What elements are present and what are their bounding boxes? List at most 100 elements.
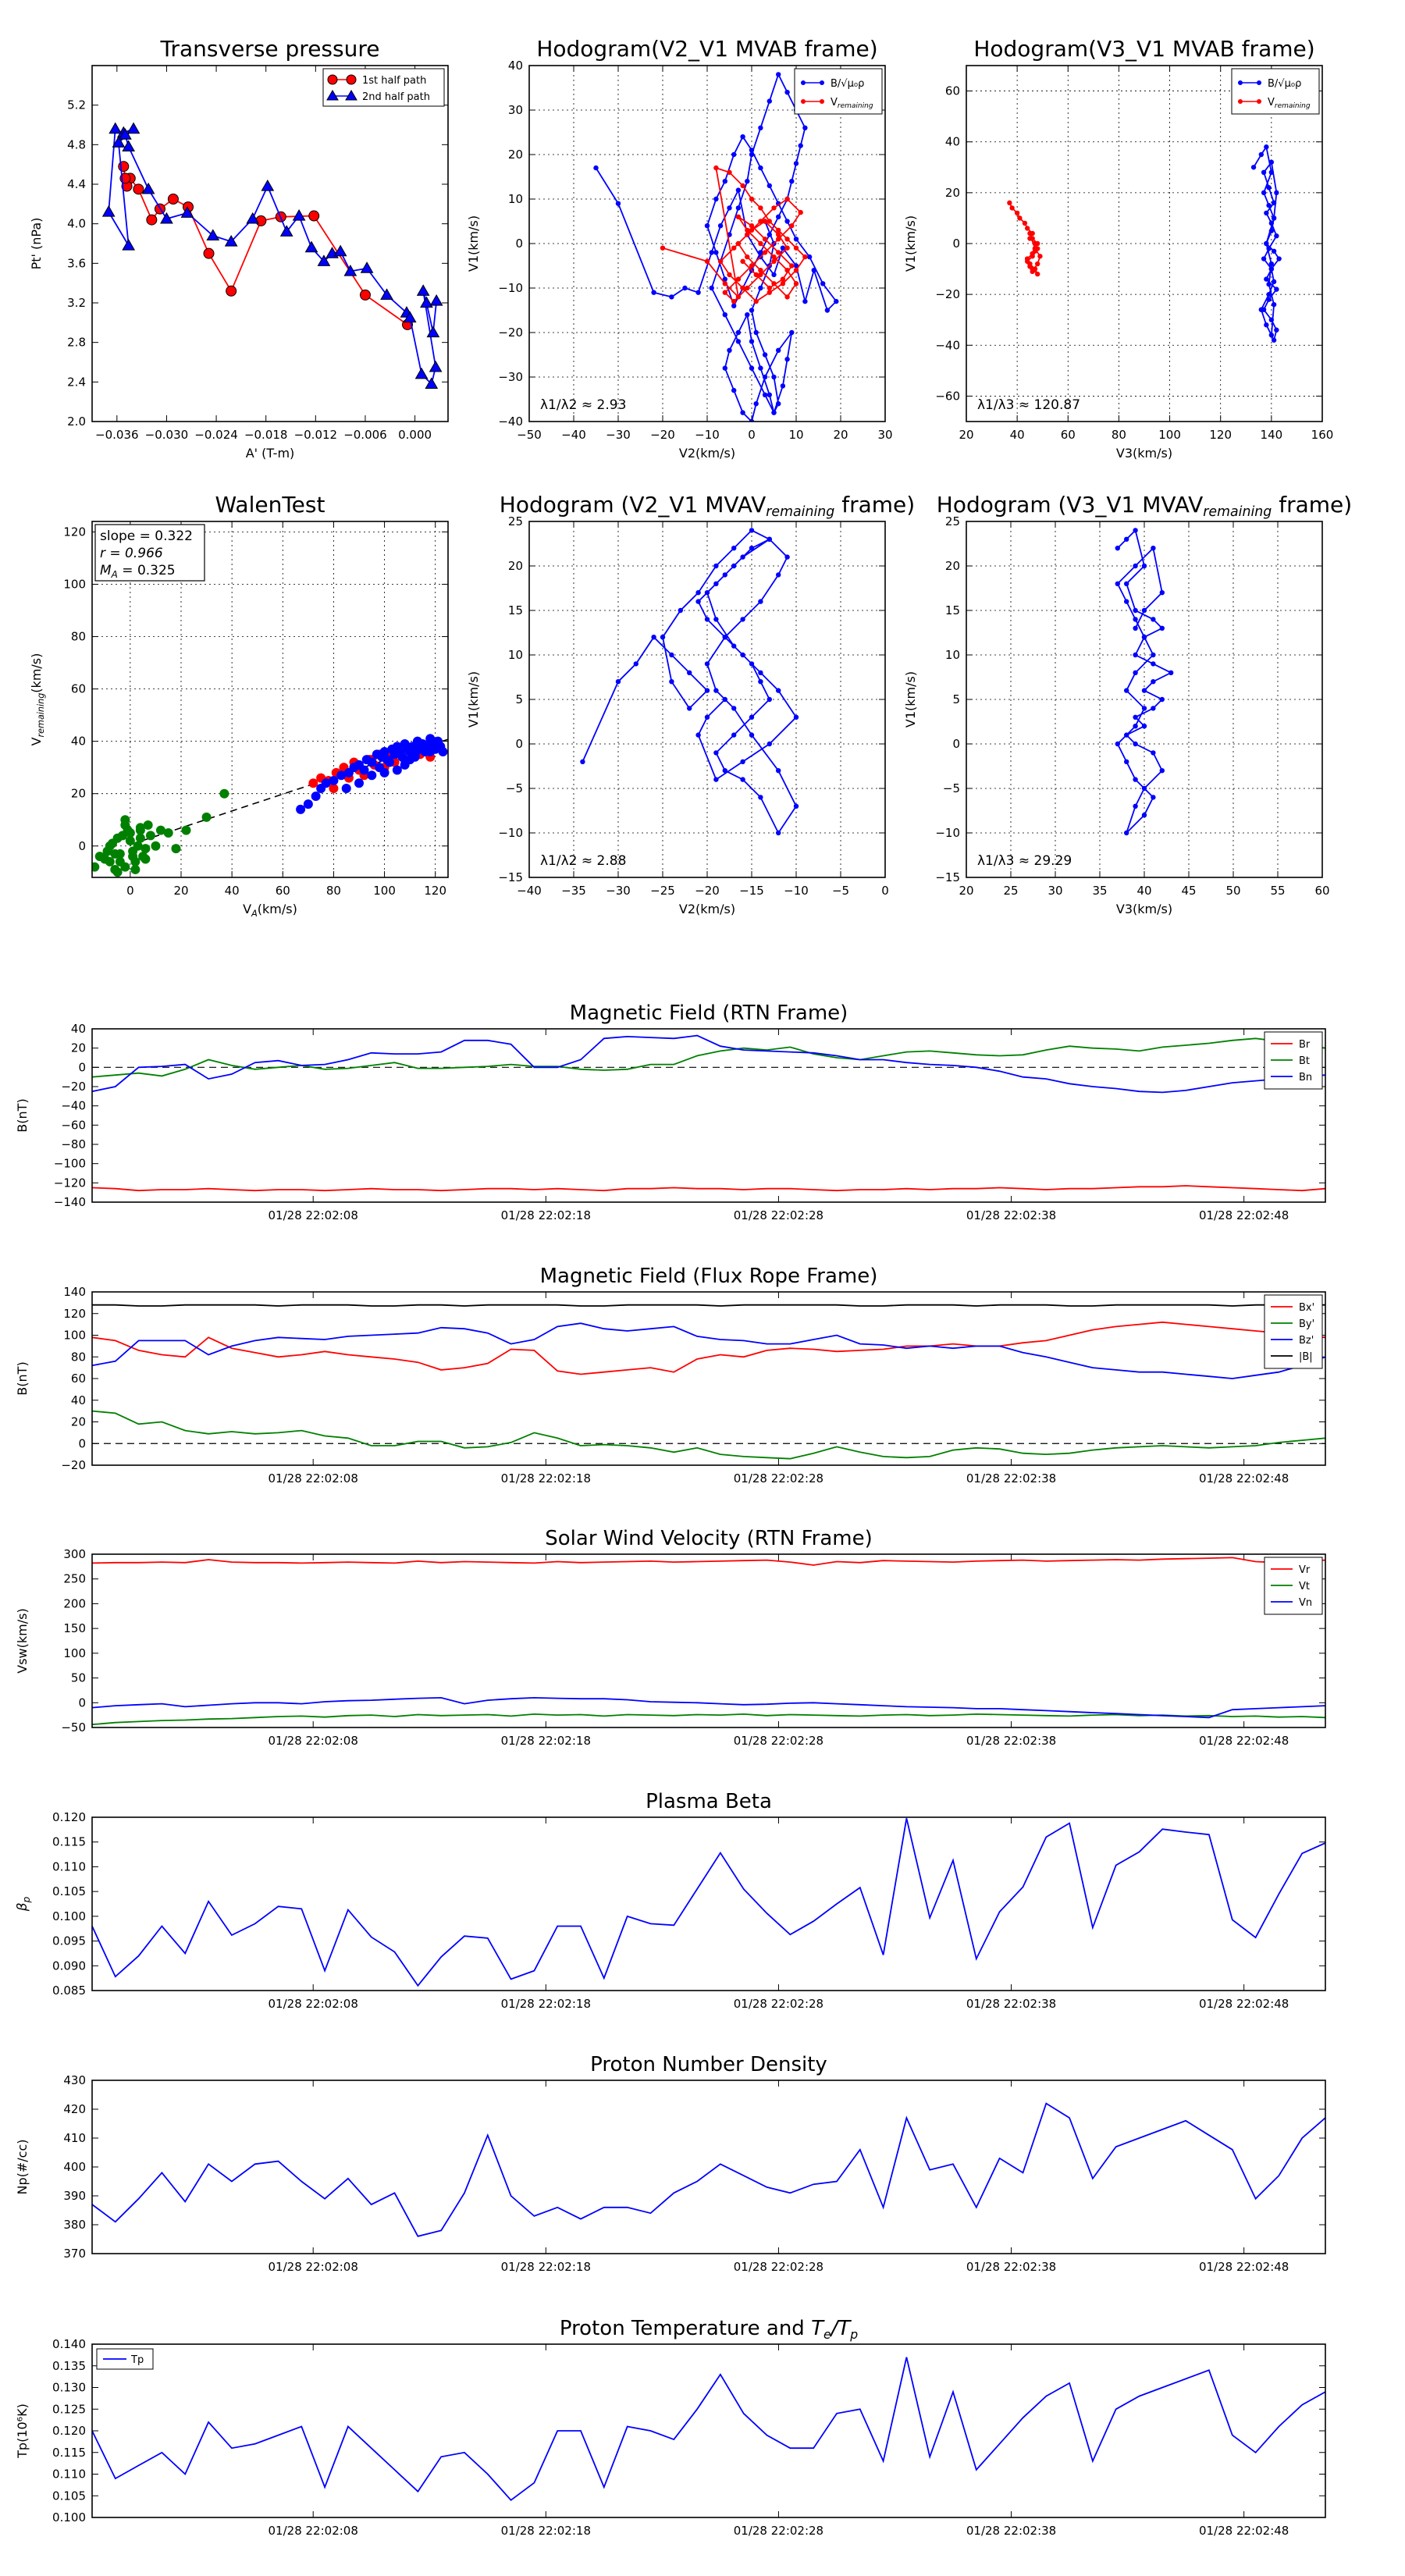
data-point [753,401,759,407]
data-point [745,227,750,233]
data-point [793,803,799,809]
legend-label: By' [1299,1318,1314,1330]
tick-label-y: 30 [508,103,523,117]
tick-label-y: −60 [935,389,960,403]
legend-marker [1257,99,1261,104]
tick-label-x: 01/28 22:02:08 [269,2260,358,2274]
data-point [767,290,772,295]
tick-label-x: 55 [1270,884,1285,898]
plot-frame [91,1816,1326,1991]
data-point [1115,741,1121,747]
data-point [722,179,727,184]
tick-label-x: 20 [959,428,973,442]
tick-label-y: 0 [78,1436,86,1450]
marker-triangle [416,284,430,296]
tick-label-x: 0.000 [398,428,432,442]
data-point [753,272,759,278]
stats-box [94,524,205,582]
data-point [669,294,674,300]
title-te: T [811,2317,825,2340]
data-point [704,617,710,622]
tick-label-y: 0 [78,1060,86,1074]
stat-ma: MA = 0.325 [100,563,176,580]
data-layer [92,2102,1325,2237]
data-point-green [151,841,161,851]
tick-label-y: 430 [63,2073,86,2087]
chart-title: WalenTest [215,492,325,518]
data-point [731,387,737,393]
data-point [749,546,755,551]
data-point [1271,248,1277,254]
data-point [762,219,768,224]
chart-title: Hodogram (V2_V1 MVAVremaining frame) [500,492,915,520]
tick-label-x: 01/28 22:02:18 [501,1471,591,1485]
data-point-blue [303,799,313,809]
data-point [731,643,737,649]
marker-triangle [343,264,357,276]
data-point [780,383,786,389]
marker-triangle [119,128,132,140]
data-point [1035,240,1040,247]
y-axis-label: Np(#/cc) [15,2140,30,2195]
data-point [713,750,719,756]
tick-label-y: 60 [945,84,960,98]
data-point [1124,732,1129,738]
tick-label-x: −15 [739,884,764,898]
data-point-blue [425,747,436,757]
data-point [1268,169,1275,175]
data-point [704,590,710,596]
tick-label-y: 20 [71,1041,86,1055]
tick-label-x: 160 [1311,428,1334,442]
tick-label-x: 01/28 22:02:38 [966,1471,1056,1485]
tick-label-x: −20 [695,884,720,898]
legend-box [794,68,883,115]
data-point-green [181,825,191,835]
data-point [771,272,777,278]
data-point [780,245,786,251]
chart-title: Hodogram(V2_V1 MVAB frame) [536,36,877,62]
data-point [758,219,763,224]
data-point [735,339,742,344]
data-point [776,232,781,237]
tick-label-y: 420 [63,2102,86,2116]
data-point-blue [379,747,389,757]
data-point [749,308,755,313]
legend-box [322,68,445,107]
marker-circle [359,289,371,301]
data-point [1271,200,1277,206]
data-point [633,661,638,667]
tick-label-y: 0.120 [52,2424,86,2438]
data-point [745,254,750,260]
data-point [758,125,763,130]
data-point [1151,652,1156,658]
tick-label-y: 4.4 [67,177,86,191]
tick-label-x: −0.006 [343,428,387,442]
tick-label-x: 01/28 22:02:08 [269,2524,358,2538]
plot-frame [91,1291,1326,1466]
data-point-blue [336,770,347,781]
tick-label-x: 80 [1112,428,1126,442]
legend-marker [345,90,357,101]
x-axis-label: V3(km/s) [1116,902,1172,916]
series-line-Vt [92,1713,1325,1726]
marker-triangle [112,136,126,148]
data-point [727,347,732,353]
tick-label-y: 20 [508,559,523,573]
title-te-sub: e [823,2328,831,2342]
marker-triangle [429,294,443,306]
data-point-blue [405,755,415,765]
data-point [1268,228,1275,233]
tick-label-x: 01/28 22:02:28 [734,1471,823,1485]
y-axis-label: Tp(10⁶K) [15,2403,30,2459]
legend-marker [326,90,339,101]
data-point [1133,563,1138,569]
tick-label-y: −10 [498,826,523,840]
data-point [1024,258,1030,264]
legend-label: Vt [1299,1581,1310,1592]
tick-label-y: 100 [63,1329,86,1343]
data-point [749,365,755,371]
data-point [1141,813,1147,818]
panel-b_rtn: −140 −120 −100 −80 −60 −40 −20 0 20 40 01/28 22:02… [15,1002,1326,1222]
data-point [762,250,768,255]
stat-r: r = 0.966 [100,546,163,561]
